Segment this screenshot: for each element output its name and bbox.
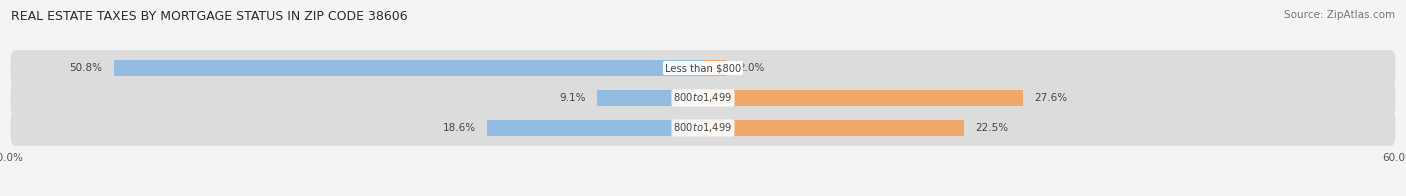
Text: 9.1%: 9.1% — [560, 93, 586, 103]
Text: Source: ZipAtlas.com: Source: ZipAtlas.com — [1284, 10, 1395, 20]
Text: 2.0%: 2.0% — [738, 63, 765, 73]
Text: 27.6%: 27.6% — [1035, 93, 1069, 103]
Bar — [598, 90, 703, 106]
Bar — [703, 60, 725, 76]
FancyBboxPatch shape — [10, 110, 1396, 146]
Text: 22.5%: 22.5% — [976, 123, 1008, 133]
Bar — [703, 120, 965, 136]
Bar — [114, 60, 703, 76]
Text: Less than $800: Less than $800 — [665, 63, 741, 73]
Text: 50.8%: 50.8% — [69, 63, 103, 73]
Bar — [488, 120, 703, 136]
Text: 18.6%: 18.6% — [443, 123, 475, 133]
Text: REAL ESTATE TAXES BY MORTGAGE STATUS IN ZIP CODE 38606: REAL ESTATE TAXES BY MORTGAGE STATUS IN … — [11, 10, 408, 23]
Text: $800 to $1,499: $800 to $1,499 — [673, 122, 733, 134]
Text: $800 to $1,499: $800 to $1,499 — [673, 92, 733, 104]
Bar — [703, 90, 1024, 106]
FancyBboxPatch shape — [10, 50, 1396, 86]
FancyBboxPatch shape — [10, 80, 1396, 116]
